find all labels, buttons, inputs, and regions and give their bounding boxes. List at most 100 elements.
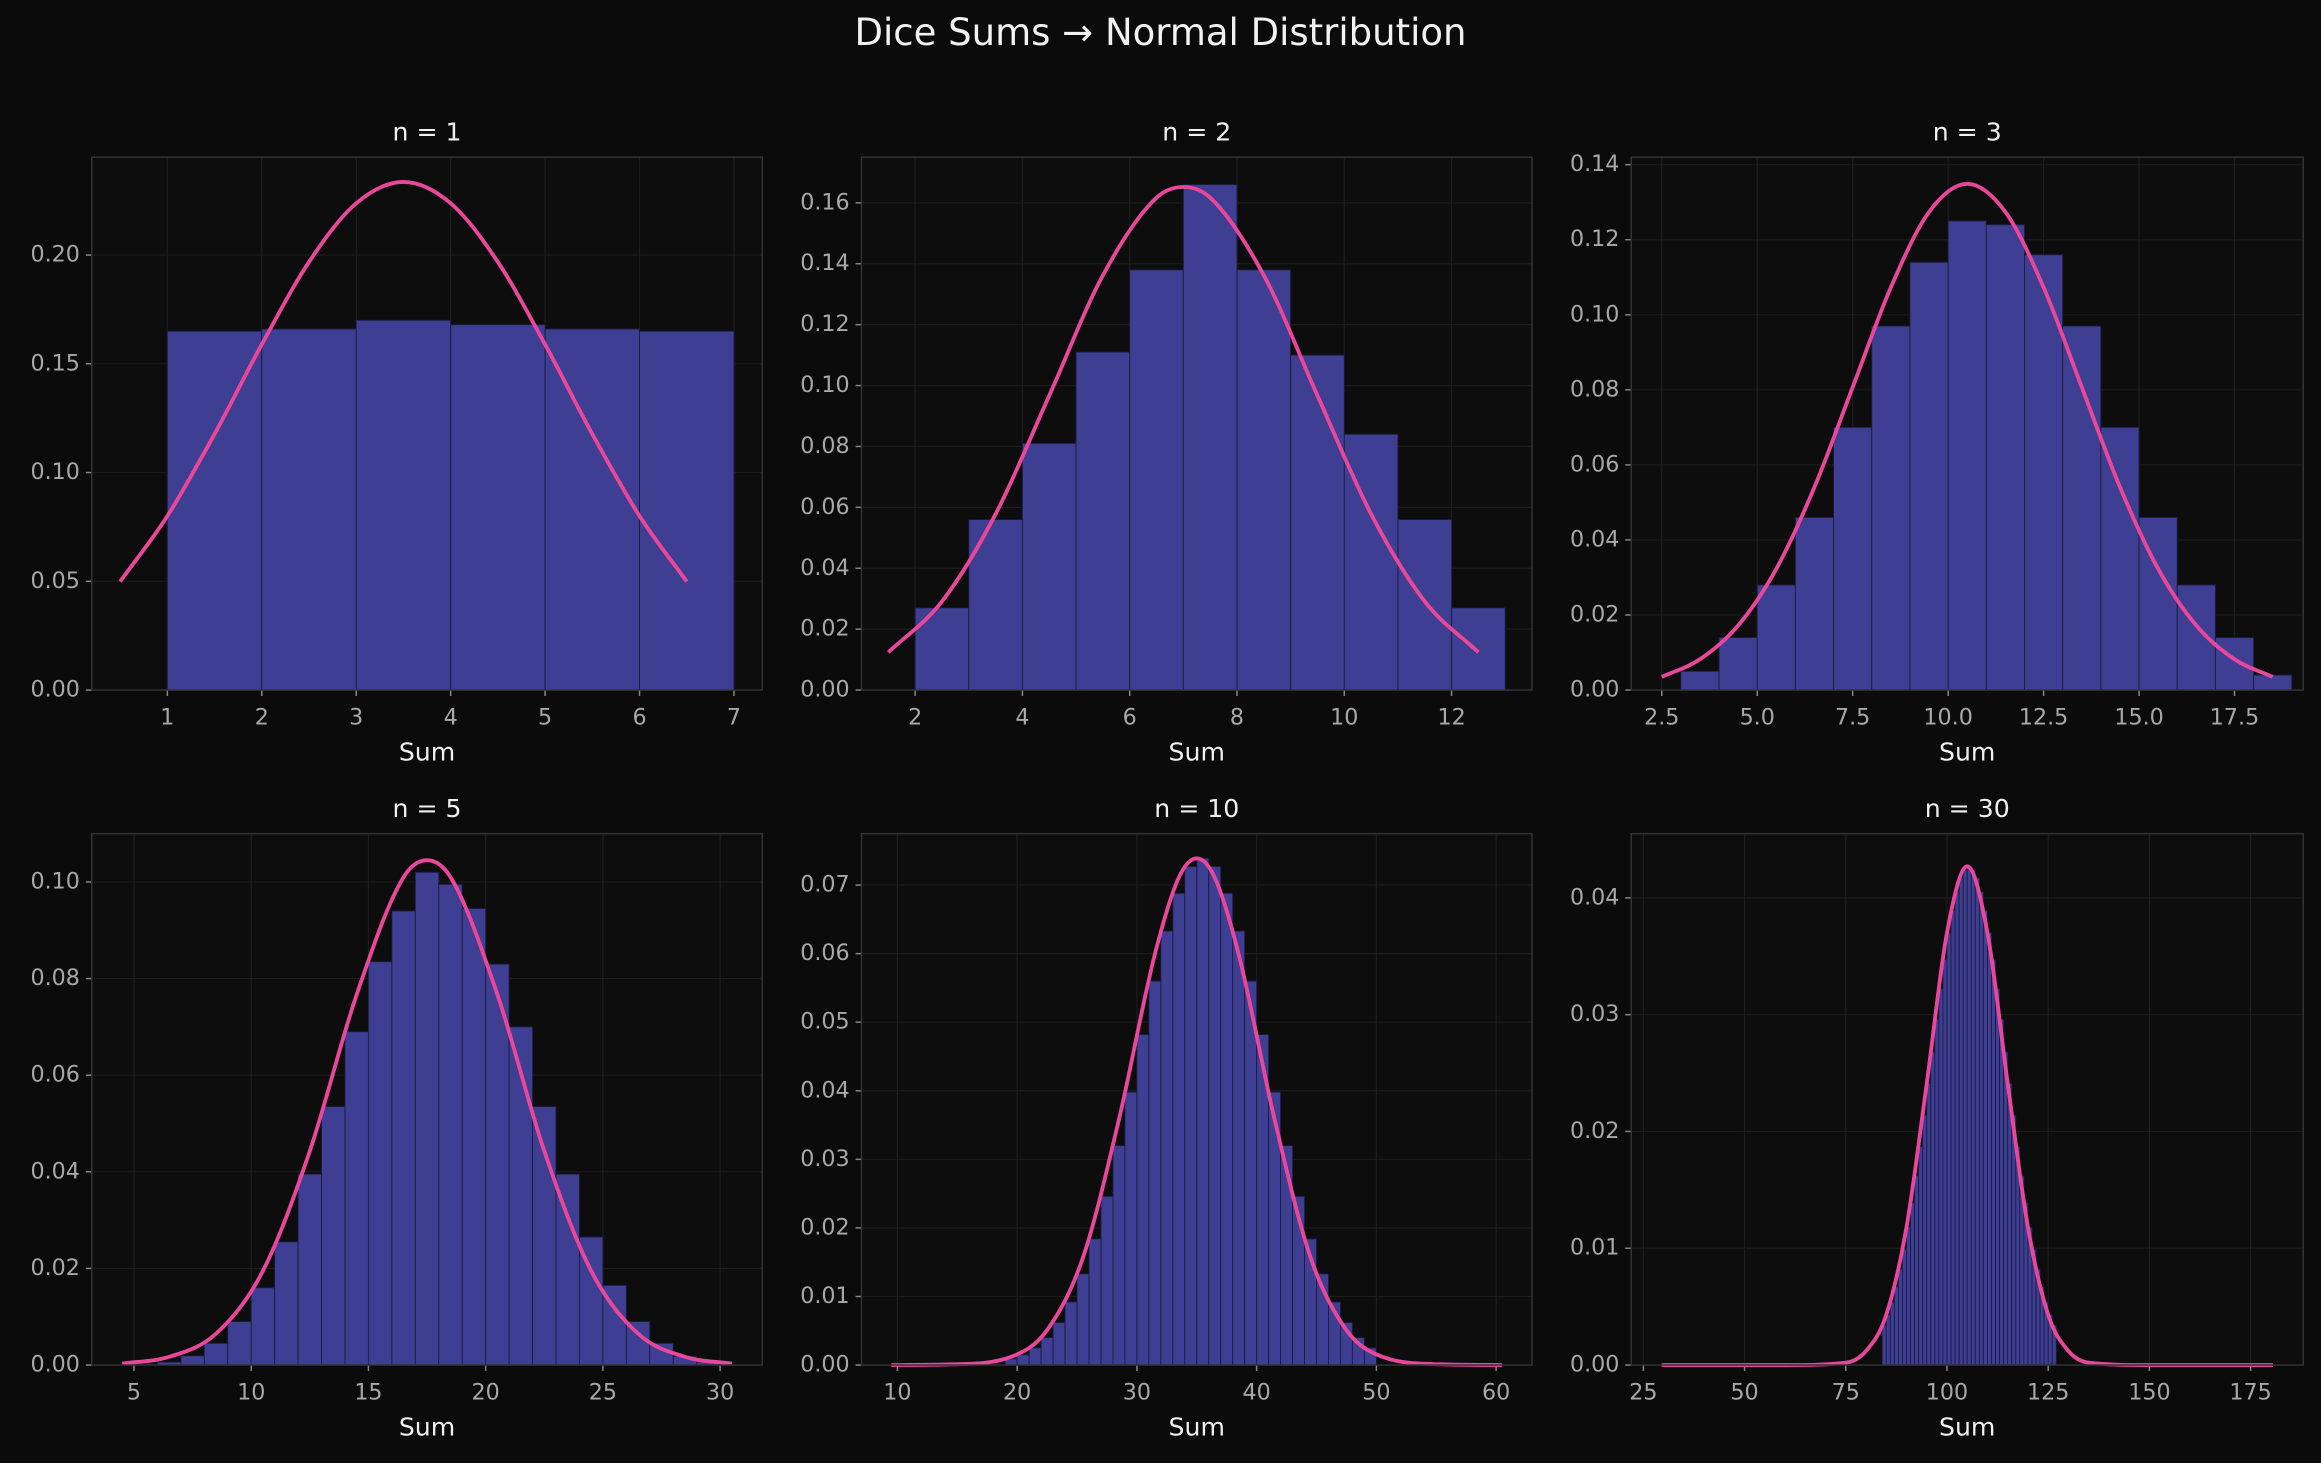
x-tick-label: 75 [1832, 1380, 1860, 1406]
subplot-title: n = 10 [1154, 794, 1239, 823]
bar [1397, 519, 1453, 691]
axes-frame [91, 832, 764, 1366]
x-tick-label: 12 [1437, 705, 1465, 731]
bar [1124, 1091, 1138, 1366]
bar [1075, 351, 1131, 691]
bar [1028, 1347, 1042, 1366]
y-tick-label: 0.06 [31, 1062, 80, 1088]
y-tick-label: 0.10 [800, 372, 849, 398]
y-tick-label: 0.05 [800, 1009, 849, 1035]
bar [1902, 1248, 1907, 1366]
axes-frame [1630, 156, 2304, 691]
bar [227, 1321, 252, 1366]
y-tick-label: 0.16 [800, 189, 849, 215]
x-tick-label: 6 [632, 705, 646, 731]
axes-frame [1630, 832, 2304, 1366]
y-tick-label: 0.12 [800, 311, 849, 337]
bar [1881, 1324, 1887, 1366]
y-tick-label: 0.10 [31, 459, 80, 485]
bar [321, 1106, 346, 1366]
y-tick-label: 0.15 [31, 350, 80, 376]
x-tick-label: 4 [444, 705, 458, 731]
bar [1918, 1146, 1924, 1366]
x-tick-label: 7.5 [1835, 705, 1870, 731]
normal-curve [1660, 181, 2274, 679]
bar [1756, 584, 1796, 691]
x-tick-label: 10 [1330, 705, 1358, 731]
bar [1926, 1083, 1932, 1366]
x-tick-label: 50 [1362, 1380, 1390, 1406]
bar [1885, 1314, 1891, 1366]
y-tick-label: 0.04 [800, 1077, 849, 1103]
x-tick-label: 25 [1629, 1380, 1657, 1406]
normal-curve [891, 856, 1503, 1367]
bar [1934, 1018, 1940, 1366]
bar [2003, 1051, 2009, 1366]
x-axis-label: Sum [1939, 738, 1995, 767]
y-tick-label: 0.02 [1570, 1118, 1619, 1144]
x-tick-label: 7 [727, 705, 741, 731]
subplot-title: n = 3 [1933, 117, 2002, 146]
bar [2253, 674, 2293, 691]
bar [1236, 269, 1292, 691]
bar [1718, 637, 1758, 691]
normal-curve [1661, 864, 2273, 1367]
subplot-title: n = 2 [1162, 117, 1231, 146]
y-tick-label: 0.14 [1570, 151, 1619, 177]
x-tick-label: 6 [1123, 705, 1137, 731]
y-tick-label: 0.01 [1570, 1235, 1619, 1261]
y-tick-label: 0.04 [1570, 526, 1619, 552]
bar [203, 1342, 229, 1366]
bar [1208, 866, 1222, 1366]
bar [1991, 959, 1997, 1366]
x-tick-label: 125 [2027, 1380, 2069, 1406]
bar [1930, 1051, 1936, 1366]
bar [1946, 932, 1952, 1366]
x-tick-label: 50 [1730, 1380, 1758, 1406]
y-tick-label: 0.06 [1570, 451, 1619, 477]
bar [1680, 670, 1720, 691]
y-tick-label: 0.10 [31, 868, 80, 894]
y-tick-label: 0.00 [800, 677, 849, 703]
bar [180, 1355, 205, 1366]
x-tick-label: 150 [2128, 1380, 2170, 1406]
y-tick-label: 0.03 [800, 1146, 849, 1172]
x-tick-label: 1 [160, 705, 174, 731]
x-tick-label: 5 [127, 1380, 141, 1406]
subplot-title: n = 30 [1925, 794, 2010, 823]
bar [1995, 988, 2001, 1366]
bar [1196, 857, 1210, 1366]
x-tick-label: 100 [1926, 1380, 1968, 1406]
bar [1076, 1273, 1090, 1366]
bar [1897, 1268, 1903, 1366]
x-tick-label: 10 [883, 1380, 911, 1406]
x-tick-label: 20 [1003, 1380, 1031, 1406]
bar [1112, 1145, 1126, 1366]
bar [1280, 1145, 1294, 1366]
y-tick-label: 0.00 [1570, 1352, 1619, 1378]
y-tick-label: 0.00 [31, 1352, 80, 1378]
y-tick-label: 0.02 [31, 1255, 80, 1281]
bar [355, 319, 452, 691]
y-tick-label: 0.05 [31, 568, 80, 594]
y-tick-label: 0.12 [1570, 226, 1619, 252]
x-tick-label: 2 [908, 705, 922, 731]
bar [1129, 269, 1184, 691]
y-tick-label: 0.03 [1570, 1001, 1619, 1027]
y-tick-label: 0.00 [800, 1352, 849, 1378]
y-tick-label: 0.04 [800, 555, 849, 581]
x-axis-label: Sum [399, 1413, 455, 1442]
x-tick-label: 15 [354, 1380, 382, 1406]
bar [2024, 254, 2064, 691]
bar [1970, 869, 1976, 1366]
bar [1064, 1301, 1078, 1366]
y-tick-label: 0.04 [1570, 884, 1619, 910]
bar [1148, 980, 1162, 1366]
bar [297, 1173, 322, 1366]
bar [1160, 930, 1174, 1366]
axes-frame [91, 156, 764, 691]
bar [1966, 865, 1972, 1366]
bar [1052, 1322, 1066, 1366]
